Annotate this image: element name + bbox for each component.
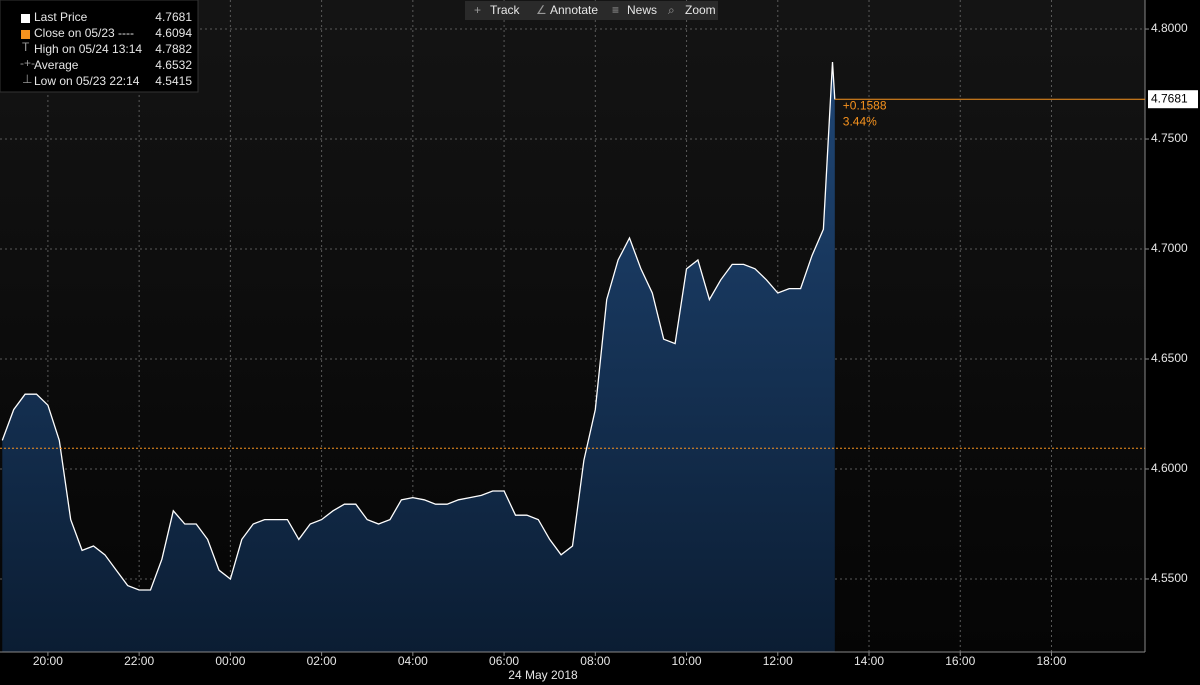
legend-label: Last Price <box>34 10 88 24</box>
x-tick-label: 22:00 <box>124 654 154 668</box>
x-tick-label: 04:00 <box>398 654 428 668</box>
legend-value: 4.6532 <box>155 58 192 72</box>
x-tick-label: 00:00 <box>215 654 245 668</box>
toolbar-button[interactable]: Annotate <box>550 3 598 17</box>
icon: ⌕ <box>668 3 675 17</box>
legend-icon: T <box>22 40 30 54</box>
icon: + <box>474 3 481 17</box>
line <box>1 61 836 591</box>
change-pct-label: 3.44% <box>843 114 877 128</box>
legend-value: 4.6094 <box>155 26 192 40</box>
toolbar: Track Annotate News Zoom + ∠ ≡ ⌕ <box>465 1 718 20</box>
icon: ∠ <box>536 3 547 17</box>
change-label: +0.1588 <box>843 98 887 112</box>
y-tick-label: 4.8000 <box>1151 21 1188 35</box>
y-tick-label: 4.7500 <box>1151 131 1188 145</box>
x-tick-label: 16:00 <box>945 654 975 668</box>
x-tick-label: 18:00 <box>1036 654 1066 668</box>
legend: T -+- ⊥ Last Price 4.7681 Close on 05/23 -… <box>0 0 199 93</box>
icon: ≡ <box>612 3 619 17</box>
toolbar-button[interactable]: News <box>627 3 657 17</box>
x-tick-label: 14:00 <box>854 654 884 668</box>
x-tick-label: 08:00 <box>580 654 610 668</box>
legend-label: Average <box>34 58 79 72</box>
legend-value: 4.7882 <box>155 42 192 56</box>
legend-swatch <box>21 14 30 23</box>
x-tick-label: 12:00 <box>763 654 793 668</box>
x-tick-label: 06:00 <box>489 654 519 668</box>
toolbar-bg <box>465 1 718 20</box>
area <box>2 62 835 652</box>
y-tick-label: 4.6000 <box>1151 461 1188 475</box>
x-tick-label: 02:00 <box>307 654 337 668</box>
last-price-label: 4.7681 <box>1151 91 1188 105</box>
toolbar-button[interactable]: Track <box>490 3 521 17</box>
legend-icon: ⊥ <box>22 72 32 86</box>
y-tick-label: 4.5500 <box>1151 571 1188 585</box>
legend-bg <box>0 0 199 93</box>
toolbar-button[interactable]: Zoom <box>685 3 716 17</box>
legend-label: High on 05/24 13:14 <box>34 42 142 56</box>
last-price-box <box>1148 90 1198 109</box>
y-tick-label: 4.6500 <box>1151 351 1188 365</box>
legend-label: Low on 05/23 22:14 <box>34 74 140 88</box>
x-tick-label: 20:00 <box>33 654 63 668</box>
legend-label: Close on 05/23 ---- <box>34 26 134 40</box>
legend-icon: -+- <box>20 56 35 70</box>
legend-value: 4.5415 <box>155 74 192 88</box>
legend-value: 4.7681 <box>155 10 192 24</box>
legend-swatch <box>21 30 30 39</box>
y-tick-label: 4.7000 <box>1151 241 1188 255</box>
date-label: 24 May 2018 <box>508 668 578 682</box>
x-tick-label: 10:00 <box>672 654 702 668</box>
